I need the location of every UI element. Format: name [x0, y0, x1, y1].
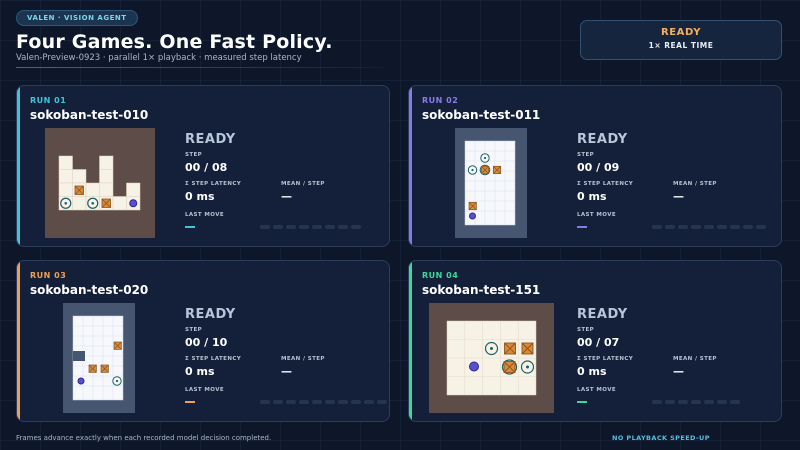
latency-label: Σ STEP LATENCY — [577, 181, 634, 187]
agent-icon — [129, 199, 138, 208]
last-move-label: LAST MOVE — [185, 212, 225, 218]
game-name: sokoban-test-020 — [30, 283, 149, 297]
latency-label: Σ STEP LATENCY — [185, 181, 242, 187]
run-card-04[interactable]: RUN 04 sokoban-test-151 READY STEP 00 / … — [408, 260, 782, 422]
target-icon — [60, 197, 72, 209]
step-value: 00 / 07 — [577, 336, 620, 349]
step-label: STEP — [185, 327, 203, 333]
crate-icon — [88, 364, 97, 373]
sokoban-board — [429, 303, 554, 413]
target-icon — [87, 197, 99, 209]
run-card-03[interactable]: RUN 03 sokoban-test-020 READY STEP 00 / … — [16, 260, 390, 422]
run-accent-bar — [409, 86, 412, 246]
target-icon — [480, 153, 490, 163]
latency-value: 0 ms — [185, 365, 215, 378]
run-label: RUN 01 — [30, 96, 67, 105]
target-icon — [467, 165, 478, 175]
move-history — [652, 400, 740, 404]
run-card-02[interactable]: RUN 02 sokoban-test-011 READY STEP 00 / … — [408, 85, 782, 247]
run-state: READY — [577, 307, 628, 322]
playback-status-panel: READY 1× REAL TIME — [580, 20, 782, 60]
last-move-indicator — [577, 226, 587, 228]
run-accent-bar — [17, 261, 20, 421]
crate-icon — [504, 342, 516, 355]
board-wall — [73, 351, 85, 361]
step-label: STEP — [577, 327, 595, 333]
step-value: 00 / 08 — [185, 161, 228, 174]
run-label: RUN 03 — [30, 271, 67, 280]
run-card-01[interactable]: RUN 01 sokoban-test-010 READY STEP — [16, 85, 390, 247]
latency-label: Σ STEP LATENCY — [577, 356, 634, 362]
last-move-indicator — [185, 401, 195, 403]
sokoban-board — [455, 128, 527, 238]
last-move-label: LAST MOVE — [577, 212, 617, 218]
footer-note: Frames advance exactly when each recorde… — [16, 434, 272, 442]
move-history — [260, 400, 387, 404]
step-value: 00 / 10 — [185, 336, 228, 349]
page-subtitle: Valen-Preview-0923 · parallel 1× playbac… — [16, 53, 302, 63]
step-label: STEP — [185, 152, 203, 158]
mean-step-value: — — [281, 190, 292, 203]
title-divider — [16, 67, 384, 68]
agent-badge: VALEN · VISION AGENT — [16, 10, 138, 26]
move-history — [652, 225, 766, 229]
run-label: RUN 02 — [422, 96, 459, 105]
sokoban-board — [45, 128, 155, 238]
mean-step-label: MEAN / STEP — [673, 181, 717, 187]
step-value: 00 / 09 — [577, 161, 620, 174]
playback-mode: 1× REAL TIME — [648, 41, 714, 50]
crate-on-target-icon — [501, 359, 518, 375]
target-icon — [112, 376, 122, 386]
run-label: RUN 04 — [422, 271, 459, 280]
crate-icon — [468, 201, 477, 211]
target-icon — [520, 360, 535, 374]
last-move-label: LAST MOVE — [185, 387, 225, 393]
playback-state: READY — [660, 27, 702, 38]
game-name: sokoban-test-010 — [30, 108, 149, 122]
crate-on-target-icon — [479, 164, 491, 176]
latency-label: Σ STEP LATENCY — [185, 356, 242, 362]
step-label: STEP — [577, 152, 595, 158]
game-name: sokoban-test-011 — [422, 108, 541, 122]
latency-value: 0 ms — [577, 190, 607, 203]
run-state: READY — [577, 132, 628, 147]
crate-icon — [521, 342, 534, 355]
run-state: READY — [185, 307, 236, 322]
latency-value: 0 ms — [577, 365, 607, 378]
crate-icon — [113, 341, 122, 350]
mean-step-label: MEAN / STEP — [281, 181, 325, 187]
crate-icon — [101, 198, 111, 208]
mean-step-value: — — [281, 365, 292, 378]
agent-icon — [469, 361, 479, 372]
crate-icon — [492, 165, 502, 175]
last-move-label: LAST MOVE — [577, 387, 617, 393]
agent-icon — [469, 212, 476, 220]
mean-step-label: MEAN / STEP — [673, 356, 717, 362]
mean-step-value: — — [673, 365, 684, 378]
run-state: READY — [185, 132, 236, 147]
run-accent-bar — [409, 261, 412, 421]
run-accent-bar — [17, 86, 20, 246]
footer-speed-note: NO PLAYBACK SPEED-UP — [612, 434, 710, 442]
latency-value: 0 ms — [185, 190, 215, 203]
last-move-indicator — [185, 226, 195, 228]
agent-icon — [77, 377, 85, 385]
last-move-indicator — [577, 401, 587, 403]
mean-step-value: — — [673, 190, 684, 203]
crate-icon — [74, 185, 84, 195]
move-history — [260, 225, 361, 229]
crate-icon — [100, 364, 109, 373]
sokoban-board — [63, 303, 135, 413]
page-title: Four Games. One Fast Policy. — [16, 31, 333, 53]
mean-step-label: MEAN / STEP — [281, 356, 325, 362]
target-icon — [484, 341, 499, 356]
game-name: sokoban-test-151 — [422, 283, 541, 297]
